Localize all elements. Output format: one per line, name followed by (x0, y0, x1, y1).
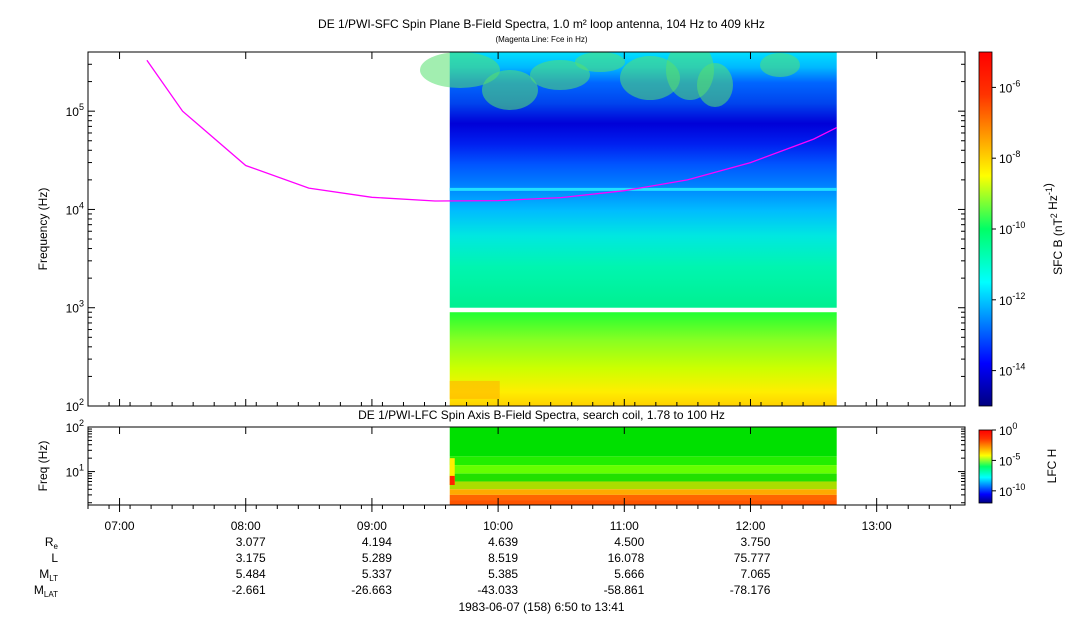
tick-label: 104 (66, 200, 84, 217)
sfc-low-feature (449, 380, 500, 399)
ephemeris-value: 5.484 (236, 567, 266, 581)
emission-patch (530, 60, 590, 90)
x-tick-label: 12:00 (735, 519, 765, 533)
ephemeris-value: 5.385 (488, 567, 518, 581)
ephemeris-value: 4.194 (362, 535, 392, 549)
ephemeris-value: -78.176 (730, 583, 771, 597)
ephemeris-value: 5.337 (362, 567, 392, 581)
lfc-band (449, 465, 837, 474)
sfc-cyan-line (449, 187, 837, 191)
tick-label: 102 (66, 397, 84, 414)
ephemeris-value: 3.175 (236, 551, 266, 565)
ephemeris-value: -58.861 (604, 583, 645, 597)
ephemeris-table: Re 3.077 4.194 4.639 4.500 3.750 L 3.175 5.289 8.… (34, 535, 771, 599)
tick-label: 10-10 (999, 482, 1025, 499)
lfc-colorbar-ticks: 10-10 10-5 100 (992, 421, 1025, 499)
lfc-plot-frame (87, 426, 966, 506)
ephemeris-value: 75.777 (734, 551, 771, 565)
lfc-band (449, 494, 837, 501)
tick-label: 10-8 (999, 149, 1020, 166)
fce-series-line (146, 59, 837, 202)
ephemeris-value: 3.077 (236, 535, 266, 549)
x-tick-label: 08:00 (231, 519, 261, 533)
tick-label: 10-14 (999, 362, 1025, 379)
x-tick-label: 10:00 (483, 519, 513, 533)
lfc-colorbar (978, 429, 993, 504)
tick-label: 10-6 (999, 78, 1020, 95)
lfc-edge (449, 458, 455, 486)
ephemeris-value: 16.078 (608, 551, 645, 565)
x-tick-label: 11:00 (610, 519, 639, 533)
sfc-plot-frame (87, 51, 966, 407)
lfc-edge (449, 475, 455, 486)
ephemeris-value: -2.661 (232, 583, 266, 597)
x-tick-label: 13:00 (862, 519, 892, 533)
emission-patch (420, 52, 500, 88)
lfc-band (449, 489, 837, 495)
time-axis: 07:00 08:00 09:00 10:00 11:00 12:00 13:00 (87, 52, 951, 533)
ephemeris-label: MLT (39, 567, 58, 583)
lfc-y-axis-label: Freq (Hz) (36, 441, 50, 492)
tick-label: 10-5 (999, 451, 1020, 468)
sfc-colorbar (978, 51, 993, 407)
lfc-band (449, 481, 837, 490)
tick-label: 10-10 (999, 220, 1025, 237)
x-tick-label: 09:00 (357, 519, 387, 533)
emission-patch (575, 52, 625, 72)
x-tick-label: 07:00 (105, 519, 135, 533)
emission-patch (697, 63, 733, 107)
tick-label: 103 (66, 299, 84, 316)
tick-label: 102 (66, 418, 84, 435)
sfc-colorbar-label: SFC B (nT2 Hz-1) (1041, 183, 1065, 275)
ephemeris-value: -26.663 (351, 583, 392, 597)
tick-label: 101 (66, 463, 84, 480)
tick-label: 10-12 (999, 291, 1025, 308)
lfc-panel-title: DE 1/PWI-LFC Spin Axis B-Field Spectra, … (358, 408, 725, 422)
tick-label: 100 (999, 421, 1017, 438)
ephemeris-label: Re (45, 535, 59, 551)
ephemeris-value: 4.639 (488, 535, 518, 549)
lfc-band (449, 456, 837, 466)
sfc-spectrogram (420, 52, 837, 406)
sfc-y-axis-label: Frequency (Hz) (36, 188, 50, 271)
lfc-spectrogram (449, 427, 837, 505)
sfc-low-band (449, 312, 837, 406)
ephemeris-value: 4.500 (614, 535, 644, 549)
tick-label: 105 (66, 102, 84, 119)
ephemeris-value: 5.666 (614, 567, 644, 581)
emission-patch (482, 70, 538, 110)
lfc-band (449, 473, 837, 482)
ephemeris-value: 3.750 (740, 535, 770, 549)
time-range-footer: 1983-06-07 (158) 6:50 to 13:41 (458, 600, 625, 614)
ephemeris-label: L (51, 551, 58, 565)
lfc-colorbar-label: LFC H (1045, 449, 1059, 484)
lfc-band (449, 427, 837, 457)
lfc-band (449, 500, 837, 505)
ephemeris-value: 5.289 (362, 551, 392, 565)
emission-patch (620, 56, 680, 100)
ephemeris-value: 8.519 (488, 551, 518, 565)
ephemeris-value: -43.033 (477, 583, 518, 597)
ephemeris-value: 7.065 (740, 567, 770, 581)
chart-title: DE 1/PWI-SFC Spin Plane B-Field Spectra,… (318, 17, 765, 31)
ephemeris-label: MLAT (34, 583, 58, 599)
chart-subtitle: (Magenta Line: Fce in Hz) (495, 35, 588, 44)
sfc-colorbar-ticks: 10-14 10-12 10-10 10-8 10-6 (992, 78, 1025, 379)
emission-patch (760, 53, 800, 77)
